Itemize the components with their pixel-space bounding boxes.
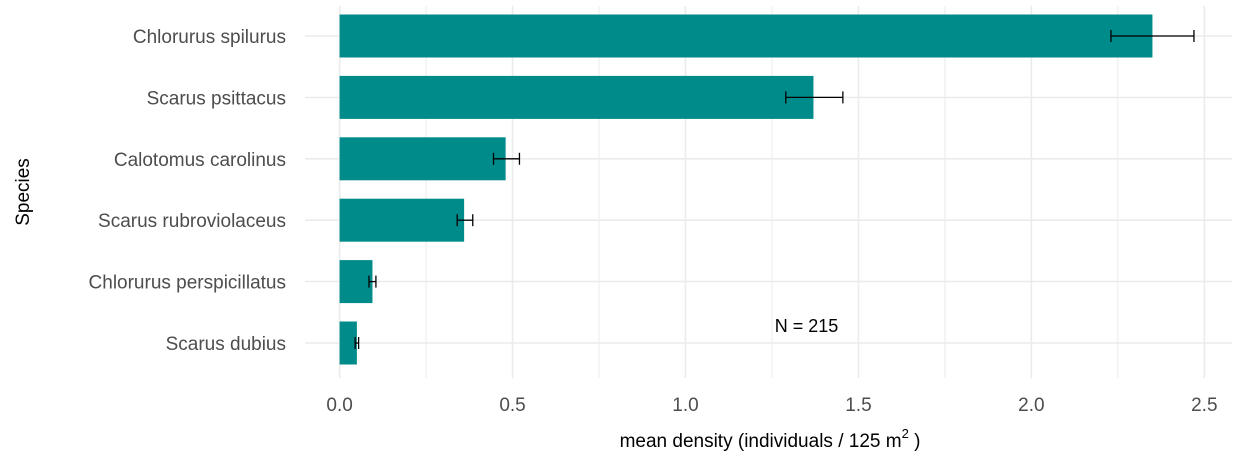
x-axis-title-main: mean density (individuals / 125 m: [620, 431, 902, 452]
bar: [339, 321, 357, 365]
y-tick-label: Chlorurus perspicillatus: [89, 273, 286, 294]
bars: [339, 14, 1153, 365]
bar: [339, 137, 506, 181]
bar: [339, 198, 465, 242]
y-tick-label: Scarus rubroviolaceus: [98, 211, 286, 232]
sample-size-annotation: N = 215: [775, 316, 839, 336]
x-tick-labels: 0.0 0.5 1.0 1.5 2.0 2.5: [326, 395, 1217, 416]
y-axis-title: Species: [13, 158, 34, 226]
y-tick-label: Scarus dubius: [166, 334, 286, 355]
x-axis-title-sup: 2: [902, 426, 909, 441]
y-tick-label: Scarus psittacus: [147, 88, 286, 109]
x-tick-label: 2.5: [1191, 395, 1217, 416]
y-tick-label: Calotomus carolinus: [114, 150, 286, 171]
bar: [339, 75, 814, 119]
x-axis-title: mean density (individuals / 125 m2 ): [620, 426, 921, 452]
x-tick-label: 1.0: [672, 395, 698, 416]
y-tick-label: Chlorurus spilurus: [133, 27, 286, 48]
x-tick-label: 0.5: [499, 395, 525, 416]
x-axis-title-end: ): [909, 431, 921, 452]
y-tick-labels: Chlorurus spilurus Scarus psittacus Caloto…: [89, 27, 286, 355]
x-tick-label: 0.0: [326, 395, 352, 416]
x-tick-label: 2.0: [1018, 395, 1044, 416]
grid-lines: [305, 6, 1232, 378]
bar: [339, 14, 1153, 58]
error-bars: [354, 30, 1195, 349]
x-tick-label: 1.5: [845, 395, 871, 416]
bar: [339, 260, 373, 304]
